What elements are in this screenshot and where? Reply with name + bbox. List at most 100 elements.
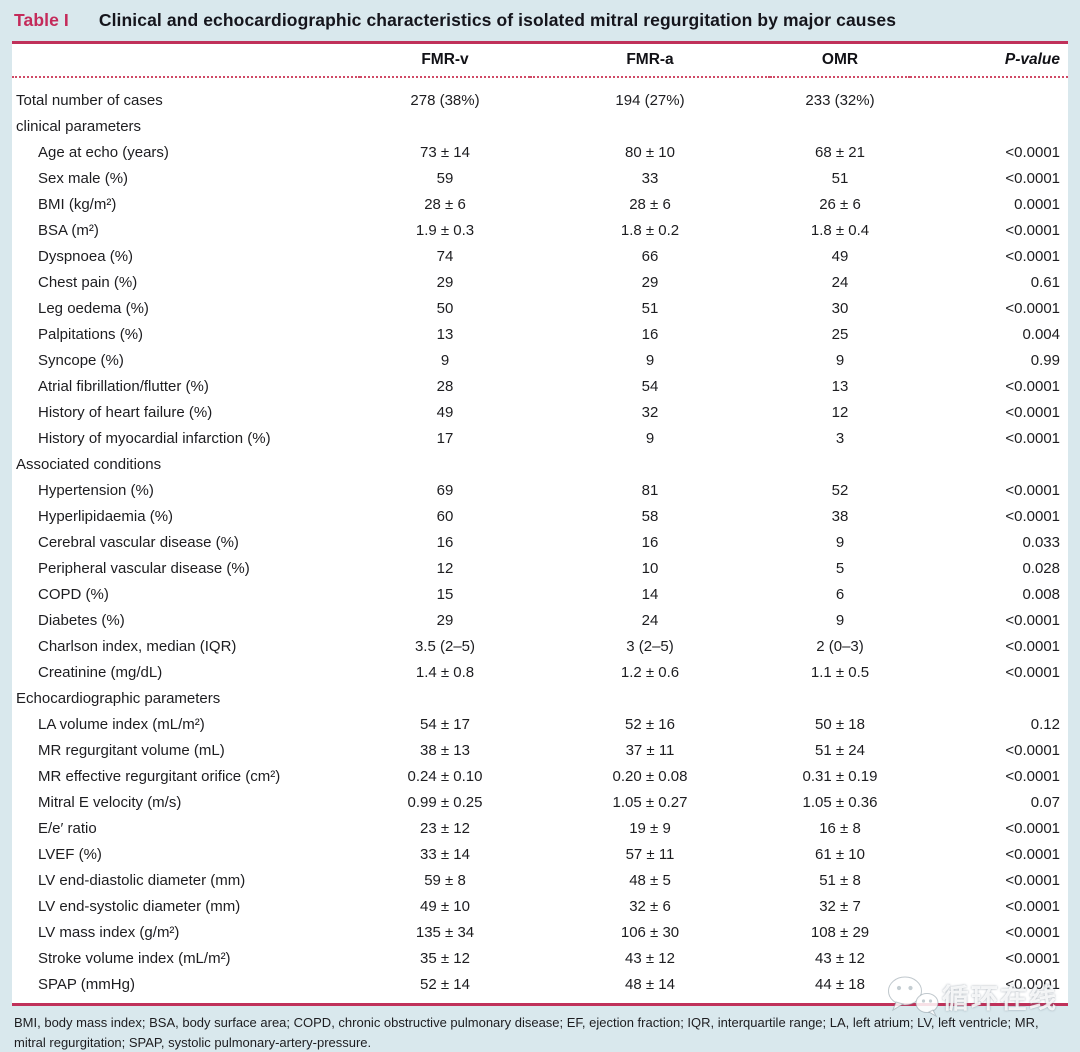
table-row: Hypertension (%) 69 81 52 <0.0001 <box>12 477 1068 503</box>
cell-omr: 51 ± 8 <box>819 871 861 889</box>
cell-omr: 61 ± 10 <box>815 845 865 863</box>
cell-fmr-v: 15 <box>436 585 454 603</box>
column-header-p-value: P-value <box>910 44 1068 78</box>
cell-p-value: <0.0001 <box>1005 143 1060 161</box>
cell-fmr-a: 57 ± 11 <box>625 845 675 863</box>
cell-omr: 50 ± 18 <box>815 715 865 733</box>
cell-fmr-v: 59 ± 8 <box>424 871 466 889</box>
cell-omr <box>770 685 910 711</box>
cell-fmr-v: 0.24 ± 0.10 <box>407 767 483 785</box>
cell-fmr-v: 59 <box>436 169 454 187</box>
cell-omr: 2 (0–3) <box>816 637 864 655</box>
cell-fmr-v: 29 <box>436 273 454 291</box>
cell-fmr-a: 0.20 ± 0.08 <box>612 767 688 785</box>
row-label: MR regurgitant volume (mL) <box>38 741 225 759</box>
cell-p-value: <0.0001 <box>1005 871 1060 889</box>
row-label: Total number of cases <box>16 91 163 109</box>
table-row: Total number of cases 278 (38%) 194 (27%) 2… <box>12 77 1068 113</box>
table-row: BMI (kg/m²) 28 ± 6 28 ± 6 26 ± 6 0.0001 <box>12 191 1068 217</box>
cell-omr: 32 ± 7 <box>819 897 861 915</box>
table-row: COPD (%) 15 14 6 0.008 <box>12 581 1068 607</box>
row-label: LV end-systolic diameter (mm) <box>38 897 241 915</box>
cell-p-value: <0.0001 <box>1005 949 1060 967</box>
table-body: Total number of cases 278 (38%) 194 (27%) 2… <box>12 77 1068 1003</box>
cell-fmr-a: 24 <box>641 611 659 629</box>
cell-omr: 24 <box>831 273 849 291</box>
cell-omr: 38 <box>831 507 849 525</box>
cell-fmr-a: 3 (2–5) <box>626 637 674 655</box>
cell-fmr-a: 194 (27%) <box>615 91 685 109</box>
cell-fmr-a: 16 <box>641 325 659 343</box>
row-label: Atrial fibrillation/flutter (%) <box>38 377 209 395</box>
section-row: Echocardiographic parameters <box>12 685 1068 711</box>
table-caption: Table I Clinical and echocardiographic c… <box>0 0 1080 41</box>
cell-p-value: <0.0001 <box>1005 975 1060 993</box>
section-row: Associated conditions <box>12 451 1068 477</box>
cell-p-value: <0.0001 <box>1005 897 1060 915</box>
cell-omr: 233 (32%) <box>805 91 875 109</box>
cell-omr: 51 ± 24 <box>815 741 865 759</box>
table-row: Leg oedema (%) 50 51 30 <0.0001 <box>12 295 1068 321</box>
cell-p-value: <0.0001 <box>1005 221 1060 239</box>
row-label: Charlson index, median (IQR) <box>38 637 237 655</box>
cell-fmr-a: 1.8 ± 0.2 <box>620 221 680 239</box>
cell-fmr-v: 29 <box>436 611 454 629</box>
cell-omr: 5 <box>835 559 845 577</box>
row-label: Hypertension (%) <box>38 481 154 499</box>
column-header-fmr-v: FMR-v <box>360 44 530 78</box>
cell-fmr-v: 74 <box>436 247 454 265</box>
cell-fmr-v: 135 ± 34 <box>415 923 475 941</box>
cell-fmr-v: 17 <box>436 429 454 447</box>
cell-p-value: <0.0001 <box>1005 481 1060 499</box>
cell-p-value: <0.0001 <box>1005 247 1060 265</box>
row-label: History of myocardial infarction (%) <box>38 429 271 447</box>
cell-fmr-a: 28 ± 6 <box>629 195 671 213</box>
row-label: Hyperlipidaemia (%) <box>38 507 174 525</box>
cell-fmr-v: 69 <box>436 481 454 499</box>
cell-p-value: <0.0001 <box>1005 169 1060 187</box>
cell-p-value: <0.0001 <box>1005 819 1060 837</box>
cell-fmr-v: 33 ± 14 <box>420 845 470 863</box>
table-row: MR regurgitant volume (mL) 38 ± 13 37 ± 11… <box>12 737 1068 763</box>
row-label: History of heart failure (%) <box>38 403 213 421</box>
cell-fmr-a: 14 <box>641 585 659 603</box>
cell-p-value: <0.0001 <box>1005 377 1060 395</box>
table-row: Peripheral vascular disease (%) 12 10 5 0.02… <box>12 555 1068 581</box>
table-title: Clinical and echocardiographic character… <box>98 10 897 30</box>
cell-omr: 49 <box>831 247 849 265</box>
cell-fmr-a: 37 ± 11 <box>625 741 675 759</box>
cell-fmr-v: 0.99 ± 0.25 <box>407 793 483 811</box>
cell-p-value: 0.008 <box>1022 585 1060 603</box>
cell-omr: 1.1 ± 0.5 <box>810 663 870 681</box>
header-row: FMR-v FMR-a OMR P-value <box>12 44 1068 78</box>
cell-p-value: <0.0001 <box>1005 403 1060 421</box>
cell-fmr-v: 278 (38%) <box>410 91 480 109</box>
cell-fmr-a: 1.05 ± 0.27 <box>612 793 688 811</box>
row-label: MR effective regurgitant orifice (cm²) <box>38 767 281 785</box>
cell-fmr-v: 60 <box>436 507 454 525</box>
cell-fmr-v: 28 ± 6 <box>424 195 466 213</box>
cell-fmr-v: 16 <box>436 533 454 551</box>
cell-fmr-a: 19 ± 9 <box>629 819 671 837</box>
cell-fmr-v: 9 <box>440 351 450 369</box>
cell-fmr-v: 49 <box>436 403 454 421</box>
cell-fmr-a: 1.2 ± 0.6 <box>620 663 680 681</box>
cell-fmr-v: 35 ± 12 <box>420 949 470 967</box>
cell-omr: 26 ± 6 <box>819 195 861 213</box>
cell-fmr-v <box>360 685 530 711</box>
cell-p-value: 0.99 <box>1030 351 1060 369</box>
cell-omr: 68 ± 21 <box>815 143 865 161</box>
table-row: LA volume index (mL/m²) 54 ± 17 52 ± 16 50 … <box>12 711 1068 737</box>
cell-p-value: 0.004 <box>1022 325 1060 343</box>
cell-omr: 6 <box>835 585 845 603</box>
cell-fmr-a: 32 ± 6 <box>629 897 671 915</box>
cell-p-value <box>910 77 1068 113</box>
cell-omr: 13 <box>831 377 849 395</box>
table-row: LVEF (%) 33 ± 14 57 ± 11 61 ± 10 <0.0001 <box>12 841 1068 867</box>
cell-p-value: <0.0001 <box>1005 507 1060 525</box>
cell-fmr-a: 66 <box>641 247 659 265</box>
column-header-omr: OMR <box>770 44 910 78</box>
row-label: LA volume index (mL/m²) <box>38 715 205 733</box>
cell-p-value: 0.61 <box>1030 273 1060 291</box>
cell-fmr-a: 52 ± 16 <box>625 715 675 733</box>
